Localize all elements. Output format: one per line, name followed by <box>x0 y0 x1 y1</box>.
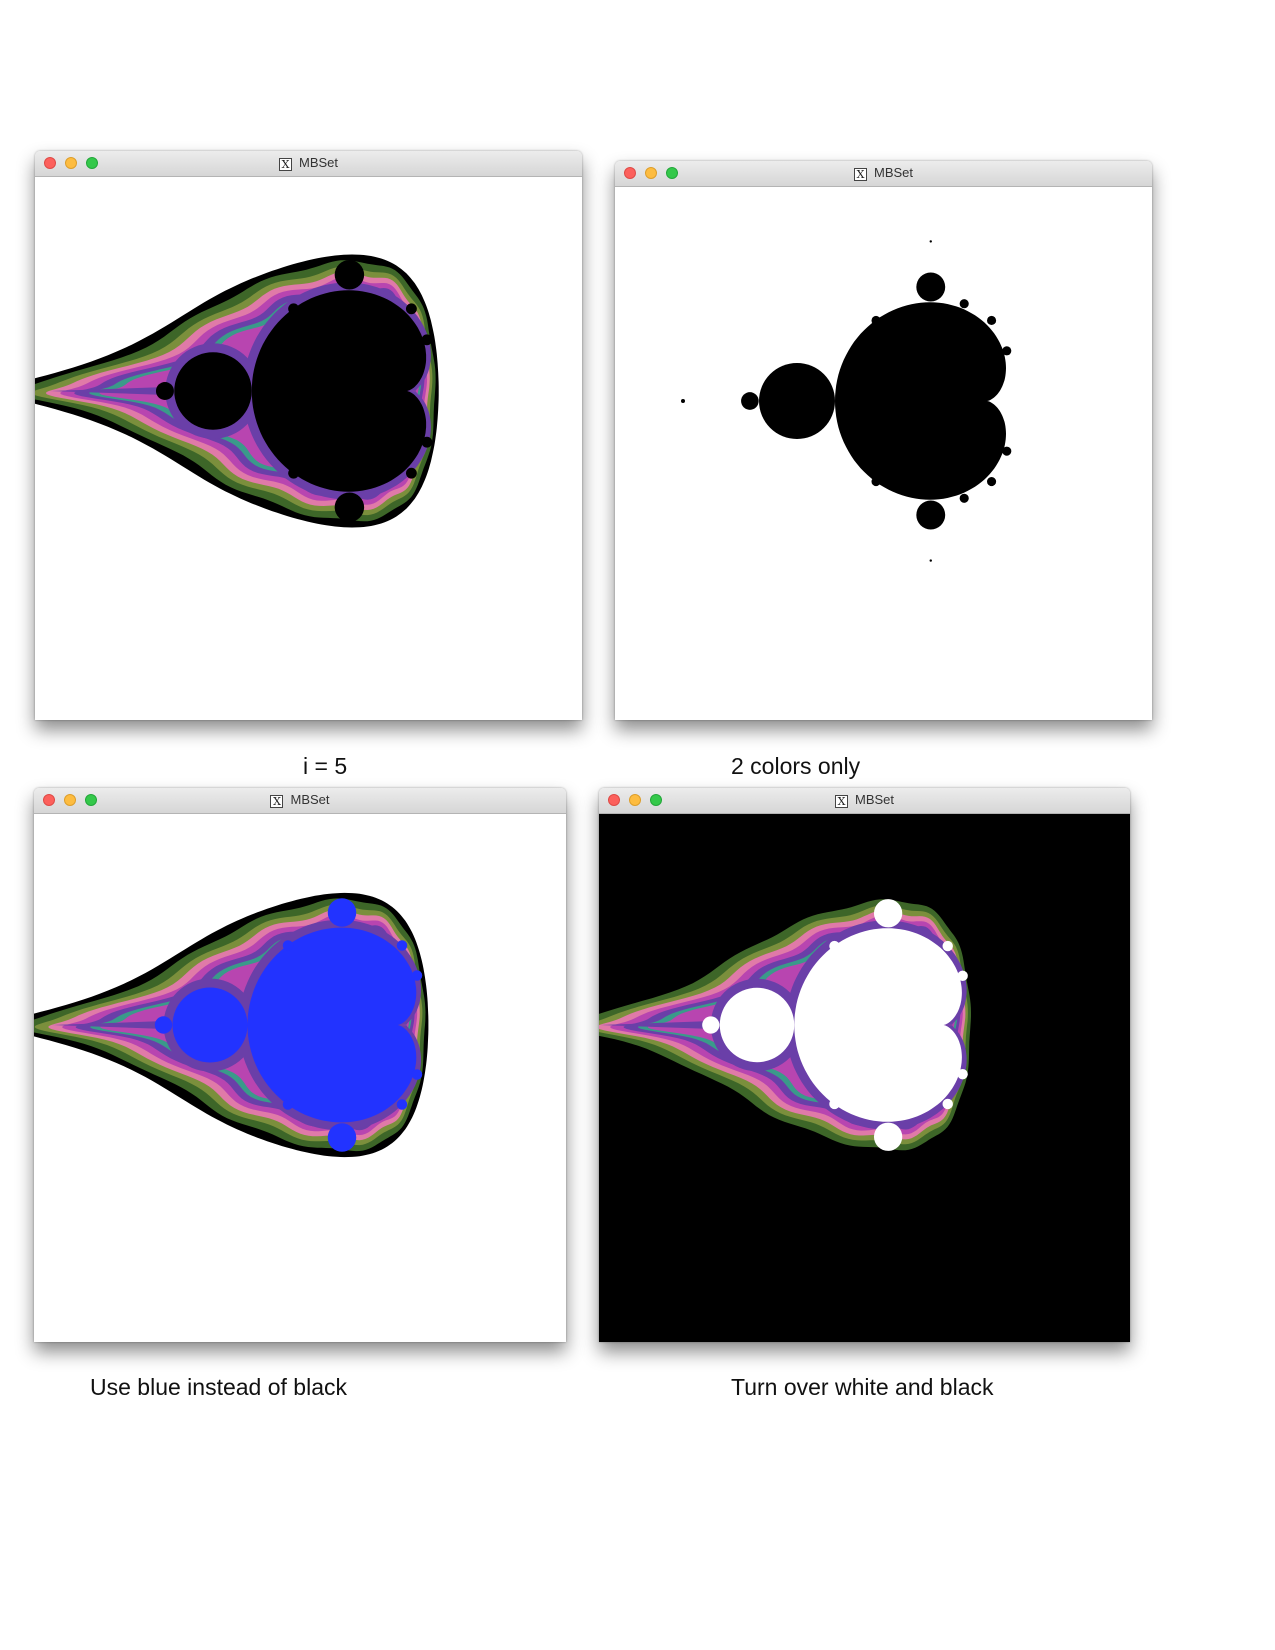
mandelbrot-canvas[interactable] <box>35 177 582 720</box>
minimize-button[interactable] <box>65 157 77 169</box>
x11-app-icon: X <box>270 795 284 808</box>
maximize-button[interactable] <box>666 167 678 179</box>
minimize-button[interactable] <box>64 794 76 806</box>
caption-invert: Turn over white and black <box>731 1374 994 1400</box>
caption-blue: Use blue instead of black <box>90 1374 347 1400</box>
maximize-button[interactable] <box>650 794 662 806</box>
x11-app-icon: X <box>834 795 848 808</box>
close-button[interactable] <box>43 794 55 806</box>
window-title: MBSet <box>873 165 913 180</box>
mbset-window-1[interactable]: X MBSet <box>35 151 582 720</box>
mbset-window-2[interactable]: X MBSet <box>615 161 1152 720</box>
close-button[interactable] <box>624 167 636 179</box>
caption-two-colors: 2 colors only <box>731 753 861 779</box>
window-title: MBSet <box>290 792 330 807</box>
window-title: MBSet <box>298 155 338 170</box>
mandelbrot-render <box>615 187 1152 720</box>
window-titlebar[interactable]: X MBSet <box>34 788 566 814</box>
minimize-button[interactable] <box>645 167 657 179</box>
mandelbrot-canvas[interactable] <box>599 814 1130 1342</box>
close-button[interactable] <box>44 157 56 169</box>
close-button[interactable] <box>608 794 620 806</box>
mbset-window-4[interactable]: X MBSet <box>599 788 1130 1342</box>
mandelbrot-canvas[interactable] <box>34 814 566 1342</box>
caption-i5: i = 5 <box>303 753 348 779</box>
mandelbrot-render <box>34 814 566 1342</box>
window-titlebar[interactable]: X MBSet <box>35 151 582 177</box>
maximize-button[interactable] <box>86 157 98 169</box>
maximize-button[interactable] <box>85 794 97 806</box>
x11-app-icon: X <box>278 158 292 171</box>
window-titlebar[interactable]: X MBSet <box>615 161 1152 187</box>
mandelbrot-render <box>599 814 1130 1342</box>
window-titlebar[interactable]: X MBSet <box>599 788 1130 814</box>
mbset-window-3[interactable]: X MBSet <box>34 788 566 1342</box>
mandelbrot-render <box>35 177 582 720</box>
minimize-button[interactable] <box>629 794 641 806</box>
x11-app-icon: X <box>853 168 867 181</box>
window-title: MBSet <box>854 792 894 807</box>
mandelbrot-canvas[interactable] <box>615 187 1152 720</box>
